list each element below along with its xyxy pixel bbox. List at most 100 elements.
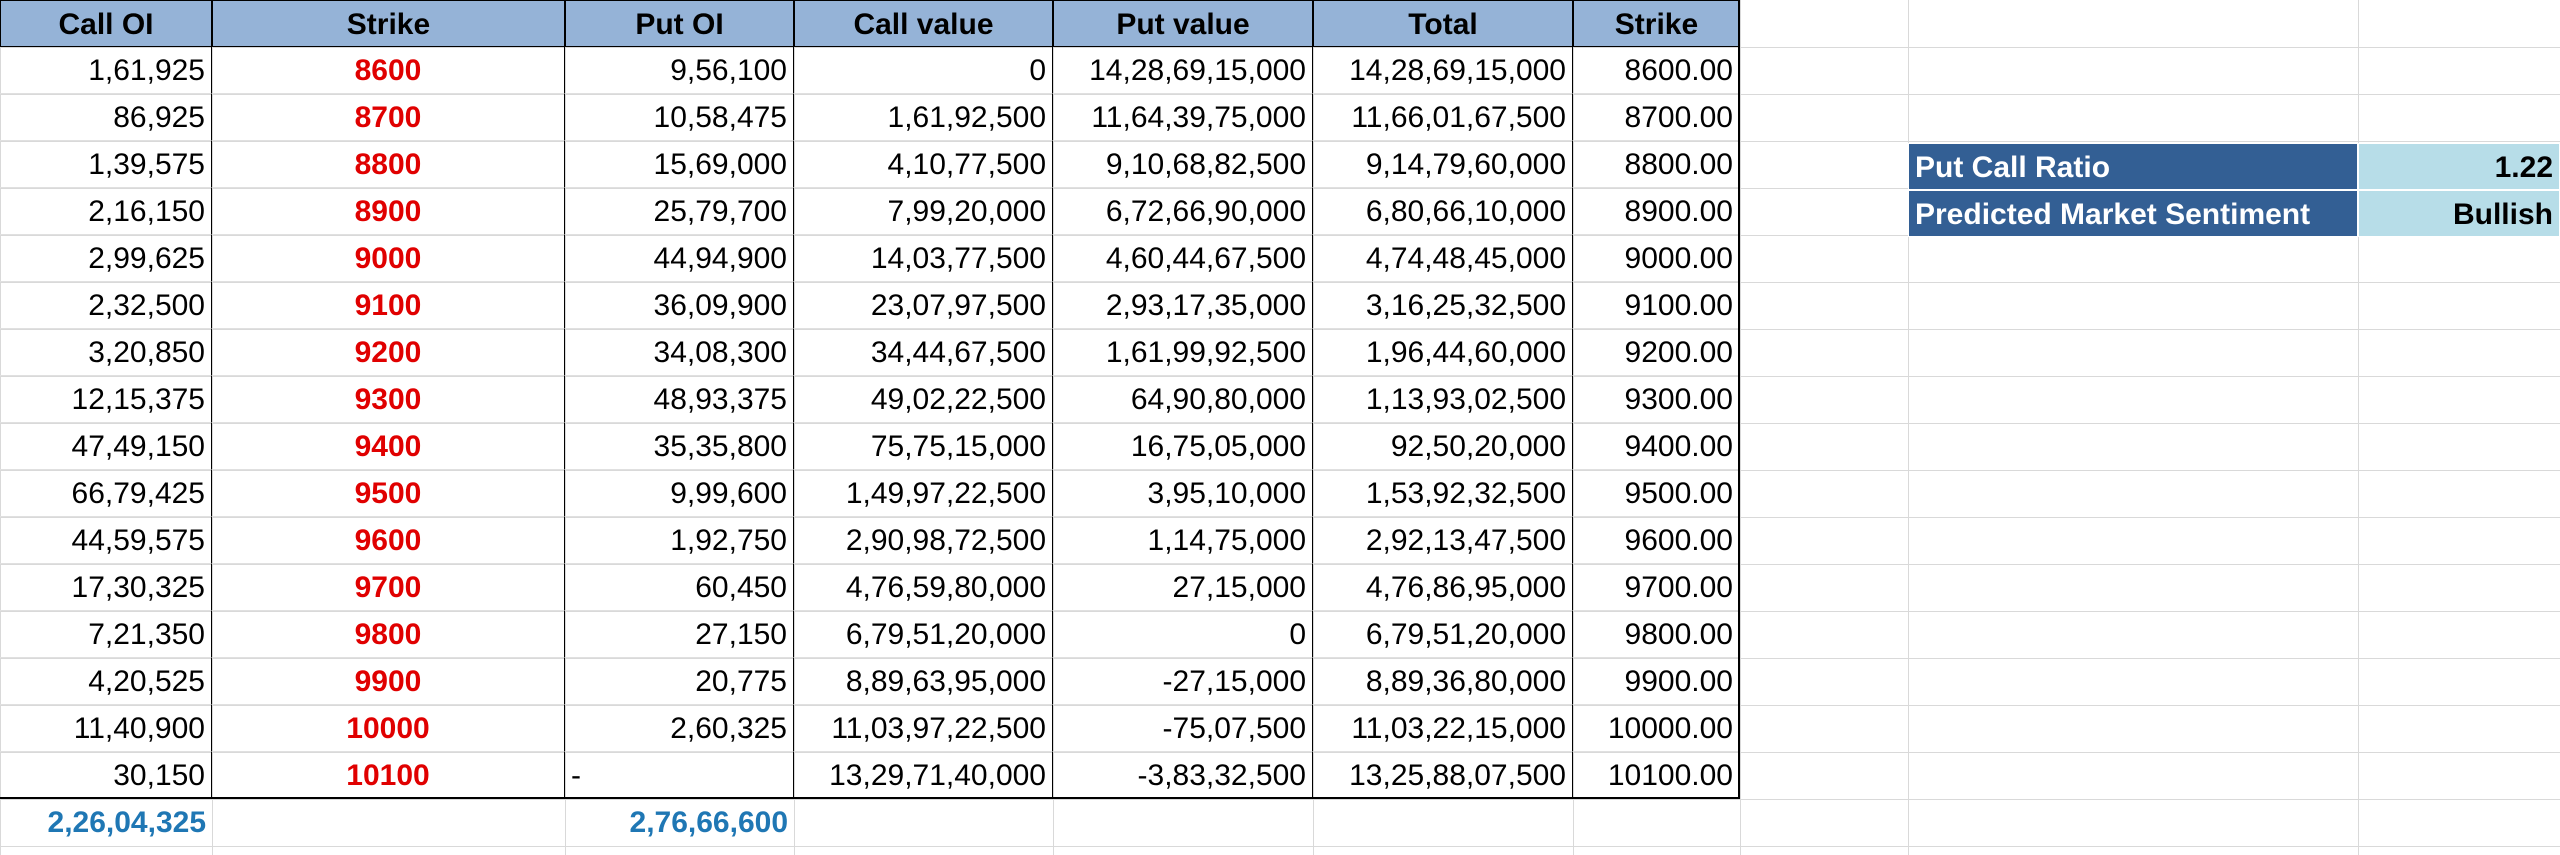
table-cell-put-value[interactable]: 6,72,66,90,000 bbox=[1053, 188, 1313, 235]
table-cell-call-value[interactable]: 23,07,97,500 bbox=[794, 282, 1053, 329]
table-cell-put-value[interactable]: 9,10,68,82,500 bbox=[1053, 141, 1313, 188]
table-cell-put-oi[interactable]: 1,92,750 bbox=[565, 517, 794, 564]
table-cell-total[interactable]: 11,66,01,67,500 bbox=[1313, 94, 1573, 141]
table-cell-strike[interactable]: 9600 bbox=[212, 517, 565, 564]
table-cell-strike[interactable]: 9000 bbox=[212, 235, 565, 282]
table-cell-put-oi[interactable]: 48,93,375 bbox=[565, 376, 794, 423]
table-cell-call-value[interactable]: 75,75,15,000 bbox=[794, 423, 1053, 470]
table-cell-call-value[interactable]: 1,61,92,500 bbox=[794, 94, 1053, 141]
table-cell-call-value[interactable]: 4,10,77,500 bbox=[794, 141, 1053, 188]
table-cell-call-oi[interactable]: 2,32,500 bbox=[0, 282, 212, 329]
table-cell-total[interactable]: 2,92,13,47,500 bbox=[1313, 517, 1573, 564]
table-cell-put-value[interactable]: 11,64,39,75,000 bbox=[1053, 94, 1313, 141]
table-cell-call-value[interactable]: 1,49,97,22,500 bbox=[794, 470, 1053, 517]
table-cell-put-oi[interactable]: 60,450 bbox=[565, 564, 794, 611]
table-cell-put-value[interactable]: 64,90,80,000 bbox=[1053, 376, 1313, 423]
table-cell-strike[interactable]: 8700 bbox=[212, 94, 565, 141]
table-cell-put-oi[interactable]: 10,58,475 bbox=[565, 94, 794, 141]
table-cell-strike2[interactable]: 8900.00 bbox=[1573, 188, 1740, 235]
table-cell-strike2[interactable]: 9900.00 bbox=[1573, 658, 1740, 705]
column-header[interactable]: Call OI bbox=[0, 0, 212, 47]
table-cell-total[interactable]: 11,03,22,15,000 bbox=[1313, 705, 1573, 752]
table-cell-call-oi[interactable]: 11,40,900 bbox=[0, 705, 212, 752]
table-cell-put-value[interactable]: 1,14,75,000 bbox=[1053, 517, 1313, 564]
table-cell-strike2[interactable]: 9800.00 bbox=[1573, 611, 1740, 658]
table-cell-call-oi[interactable]: 86,925 bbox=[0, 94, 212, 141]
table-cell-put-oi[interactable]: 36,09,900 bbox=[565, 282, 794, 329]
column-header[interactable]: Strike bbox=[1573, 0, 1740, 47]
table-cell-call-value[interactable]: 49,02,22,500 bbox=[794, 376, 1053, 423]
table-cell-strike2[interactable]: 10100.00 bbox=[1573, 752, 1740, 799]
table-cell-strike[interactable]: 9700 bbox=[212, 564, 565, 611]
table-cell-put-oi[interactable]: 9,99,600 bbox=[565, 470, 794, 517]
table-cell-total[interactable]: 1,96,44,60,000 bbox=[1313, 329, 1573, 376]
sentiment-label[interactable]: Predicted Market Sentiment bbox=[1908, 190, 2358, 237]
table-cell-put-oi[interactable]: 15,69,000 bbox=[565, 141, 794, 188]
table-cell-strike[interactable]: 10100 bbox=[212, 752, 565, 799]
table-cell-put-value[interactable]: 2,93,17,35,000 bbox=[1053, 282, 1313, 329]
table-cell-call-value[interactable]: 4,76,59,80,000 bbox=[794, 564, 1053, 611]
table-cell-put-oi[interactable]: 34,08,300 bbox=[565, 329, 794, 376]
table-cell-strike2[interactable]: 9400.00 bbox=[1573, 423, 1740, 470]
table-cell-call-oi[interactable]: 3,20,850 bbox=[0, 329, 212, 376]
table-cell-call-value[interactable]: 0 bbox=[794, 47, 1053, 94]
table-cell-call-value[interactable]: 6,79,51,20,000 bbox=[794, 611, 1053, 658]
table-cell-total[interactable]: 13,25,88,07,500 bbox=[1313, 752, 1573, 799]
table-cell-strike[interactable]: 10000 bbox=[212, 705, 565, 752]
column-header[interactable]: Call value bbox=[794, 0, 1053, 47]
table-cell-strike2[interactable]: 10000.00 bbox=[1573, 705, 1740, 752]
table-cell-call-oi[interactable]: 30,150 bbox=[0, 752, 212, 799]
table-cell-put-value[interactable]: 1,61,99,92,500 bbox=[1053, 329, 1313, 376]
table-cell-put-value[interactable]: -3,83,32,500 bbox=[1053, 752, 1313, 799]
table-cell-call-value[interactable]: 13,29,71,40,000 bbox=[794, 752, 1053, 799]
table-cell-call-value[interactable]: 14,03,77,500 bbox=[794, 235, 1053, 282]
table-cell-put-oi[interactable]: 2,60,325 bbox=[565, 705, 794, 752]
table-cell-strike[interactable]: 9800 bbox=[212, 611, 565, 658]
table-cell-strike2[interactable]: 9600.00 bbox=[1573, 517, 1740, 564]
table-cell-strike2[interactable]: 9200.00 bbox=[1573, 329, 1740, 376]
table-cell-call-oi[interactable]: 1,39,575 bbox=[0, 141, 212, 188]
table-cell-call-value[interactable]: 7,99,20,000 bbox=[794, 188, 1053, 235]
table-cell-strike[interactable]: 9500 bbox=[212, 470, 565, 517]
table-cell-call-oi[interactable]: 17,30,325 bbox=[0, 564, 212, 611]
table-cell-total[interactable]: 6,79,51,20,000 bbox=[1313, 611, 1573, 658]
column-header[interactable]: Put value bbox=[1053, 0, 1313, 47]
table-cell-put-oi[interactable]: - bbox=[565, 752, 794, 799]
table-cell-call-oi[interactable]: 2,16,150 bbox=[0, 188, 212, 235]
table-cell-total[interactable]: 8,89,36,80,000 bbox=[1313, 658, 1573, 705]
table-cell-call-oi[interactable]: 47,49,150 bbox=[0, 423, 212, 470]
table-cell-put-oi[interactable]: 27,150 bbox=[565, 611, 794, 658]
table-cell-call-value[interactable]: 2,90,98,72,500 bbox=[794, 517, 1053, 564]
table-cell-put-oi[interactable]: 9,56,100 bbox=[565, 47, 794, 94]
table-cell-call-oi[interactable]: 44,59,575 bbox=[0, 517, 212, 564]
table-cell-call-oi[interactable]: 4,20,525 bbox=[0, 658, 212, 705]
table-cell-call-value[interactable]: 34,44,67,500 bbox=[794, 329, 1053, 376]
pcr-value[interactable]: 1.22 bbox=[2358, 143, 2560, 190]
column-header[interactable]: Total bbox=[1313, 0, 1573, 47]
table-cell-put-oi[interactable]: 35,35,800 bbox=[565, 423, 794, 470]
table-cell-total[interactable]: 4,74,48,45,000 bbox=[1313, 235, 1573, 282]
table-cell-call-oi[interactable]: 7,21,350 bbox=[0, 611, 212, 658]
table-cell-put-oi[interactable]: 20,775 bbox=[565, 658, 794, 705]
table-cell-strike2[interactable]: 9700.00 bbox=[1573, 564, 1740, 611]
sentiment-value[interactable]: Bullish bbox=[2358, 190, 2560, 237]
table-cell-call-oi[interactable]: 1,61,925 bbox=[0, 47, 212, 94]
table-cell-strike[interactable]: 8600 bbox=[212, 47, 565, 94]
table-cell-total[interactable]: 14,28,69,15,000 bbox=[1313, 47, 1573, 94]
table-cell-put-value[interactable]: 3,95,10,000 bbox=[1053, 470, 1313, 517]
table-cell-put-oi[interactable]: 25,79,700 bbox=[565, 188, 794, 235]
table-cell-strike2[interactable]: 8700.00 bbox=[1573, 94, 1740, 141]
table-cell-strike2[interactable]: 8800.00 bbox=[1573, 141, 1740, 188]
table-cell-total[interactable]: 9,14,79,60,000 bbox=[1313, 141, 1573, 188]
table-cell-strike2[interactable]: 9300.00 bbox=[1573, 376, 1740, 423]
table-cell-strike2[interactable]: 9500.00 bbox=[1573, 470, 1740, 517]
table-cell-put-value[interactable]: 16,75,05,000 bbox=[1053, 423, 1313, 470]
table-cell-strike[interactable]: 9900 bbox=[212, 658, 565, 705]
table-cell-total[interactable]: 4,76,86,95,000 bbox=[1313, 564, 1573, 611]
table-cell-strike2[interactable]: 9000.00 bbox=[1573, 235, 1740, 282]
table-cell-total[interactable]: 3,16,25,32,500 bbox=[1313, 282, 1573, 329]
table-cell-strike[interactable]: 8800 bbox=[212, 141, 565, 188]
table-cell-strike2[interactable]: 9100.00 bbox=[1573, 282, 1740, 329]
column-header[interactable]: Strike bbox=[212, 0, 565, 47]
pcr-label[interactable]: Put Call Ratio bbox=[1908, 143, 2358, 190]
